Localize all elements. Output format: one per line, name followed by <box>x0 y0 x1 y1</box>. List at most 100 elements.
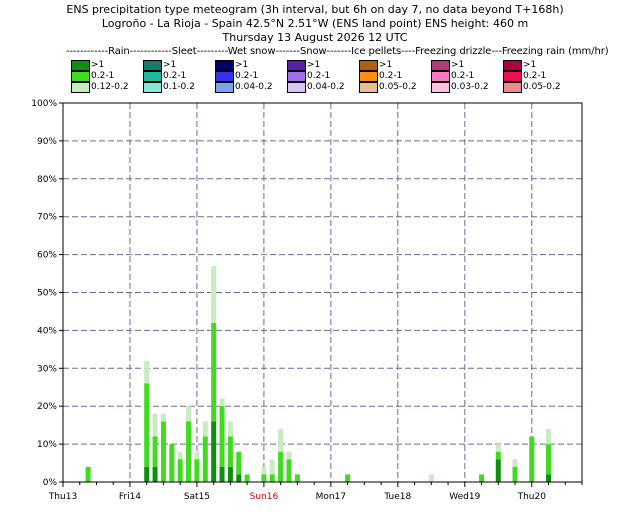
legend-swatch <box>287 82 306 93</box>
legend-label: 0.2-1 <box>91 71 115 81</box>
legend-label: 0.03-0.2 <box>451 82 489 92</box>
bar-segment <box>152 436 158 467</box>
bar-segment <box>211 322 217 422</box>
legend-label: >1 <box>235 60 249 70</box>
legend-label: 0.2-1 <box>235 71 259 81</box>
y-tick-label: 60% <box>37 251 57 261</box>
x-tick-label: Tue18 <box>383 492 411 502</box>
y-tick-label: 70% <box>37 213 57 223</box>
x-tick-label: Fri14 <box>119 492 141 502</box>
bar-segment <box>219 398 225 407</box>
bar-segment <box>227 421 233 437</box>
legend-label: 0.2-1 <box>307 71 331 81</box>
legend-swatch <box>431 60 450 71</box>
plot-frame <box>62 102 583 483</box>
bar-segment <box>202 436 208 482</box>
bar-segment <box>278 451 284 482</box>
bar-segment <box>512 466 518 482</box>
legend-swatch <box>359 60 378 71</box>
legend-label: 0.1-0.2 <box>163 82 195 92</box>
legend-label: 0.05-0.2 <box>523 82 561 92</box>
bar-segment <box>194 459 200 482</box>
bar-segment <box>186 421 192 482</box>
legend-label: 0.2-1 <box>523 71 547 81</box>
bar-segment <box>144 466 150 482</box>
bar-segment <box>219 406 225 467</box>
x-tick-label: Thu13 <box>48 492 77 502</box>
y-tick-label: 30% <box>37 364 57 374</box>
bar-segment <box>194 451 200 460</box>
legend-swatch <box>503 71 522 82</box>
legend-swatch <box>215 82 234 93</box>
legend-swatch <box>71 82 90 93</box>
bar-segment <box>529 436 535 482</box>
x-tick-label: Sun16 <box>250 492 279 502</box>
chart-title-line-1: ENS precipitation type meteogram (3h int… <box>66 3 564 16</box>
bar-segment <box>219 466 225 482</box>
legend-swatch <box>359 82 378 93</box>
legend-swatch <box>215 71 234 82</box>
legend-label: >1 <box>451 60 465 70</box>
y-tick-label: 100% <box>31 99 57 109</box>
legend-label: >1 <box>523 60 537 70</box>
legend-label: >1 <box>91 60 105 70</box>
bar-segment <box>479 474 485 482</box>
y-tick-label: 10% <box>37 440 57 450</box>
chart-title-line-3: Thursday 13 August 2026 12 UTC <box>222 31 408 44</box>
bar-segment <box>269 459 275 475</box>
y-tick-label: 80% <box>37 175 57 185</box>
x-tick-label: Sat15 <box>184 492 210 502</box>
legend-swatch <box>215 60 234 71</box>
legend-label: 0.2-1 <box>451 71 475 81</box>
x-tick-label: Thu20 <box>517 492 547 502</box>
bar-segment <box>428 474 434 482</box>
legend-label: 0.05-0.2 <box>379 82 417 92</box>
bar-segment <box>286 459 292 482</box>
legend-label: 0.12-0.2 <box>91 82 129 92</box>
legend-label: >1 <box>163 60 177 70</box>
bar-segment <box>261 466 267 475</box>
bar-segment <box>160 413 166 422</box>
bar-segment <box>152 466 158 482</box>
bar-segment <box>286 451 292 460</box>
x-tick-label: Wed19 <box>449 492 480 502</box>
bar-segment <box>227 466 233 482</box>
y-tick-label: 20% <box>37 402 57 412</box>
bar-segment <box>294 474 300 482</box>
bar-segment <box>186 406 192 422</box>
bar-segment <box>278 428 284 452</box>
legend-swatch <box>287 71 306 82</box>
y-tick-label: 0% <box>43 478 58 488</box>
bar-segment <box>144 360 150 384</box>
y-tick-label: 50% <box>37 289 57 299</box>
legend-label: 0.04-0.2 <box>235 82 273 92</box>
bar-segment <box>211 265 217 323</box>
bar-segment <box>202 421 208 437</box>
chart-title-line-2: Logroño - La Rioja - Spain 42.5°N 2.51°W… <box>101 17 529 30</box>
legend-label: 0.2-1 <box>379 71 403 81</box>
bar-segment <box>345 474 351 482</box>
legend-label: >1 <box>379 60 393 70</box>
bar-segment <box>546 474 552 482</box>
bar-segment <box>144 383 150 467</box>
legend-swatch <box>143 71 162 82</box>
bar-segment <box>269 474 275 482</box>
y-tick-label: 90% <box>37 137 57 147</box>
bar-segment <box>177 459 183 482</box>
legend-swatch <box>143 60 162 71</box>
bar-segment <box>546 428 552 445</box>
bar-segment <box>236 474 242 482</box>
bar-segment <box>177 451 183 460</box>
bar-segment <box>495 444 501 452</box>
legend-swatch <box>287 60 306 71</box>
bar-segment <box>211 421 217 482</box>
y-tick-label: 40% <box>37 326 57 336</box>
legend-swatch <box>143 82 162 93</box>
bar-segment <box>227 436 233 467</box>
bar-segment <box>546 444 552 475</box>
legend-swatch <box>359 71 378 82</box>
legend-swatch <box>431 71 450 82</box>
legend-swatch <box>71 71 90 82</box>
legend-label: 0.2-1 <box>163 71 187 81</box>
